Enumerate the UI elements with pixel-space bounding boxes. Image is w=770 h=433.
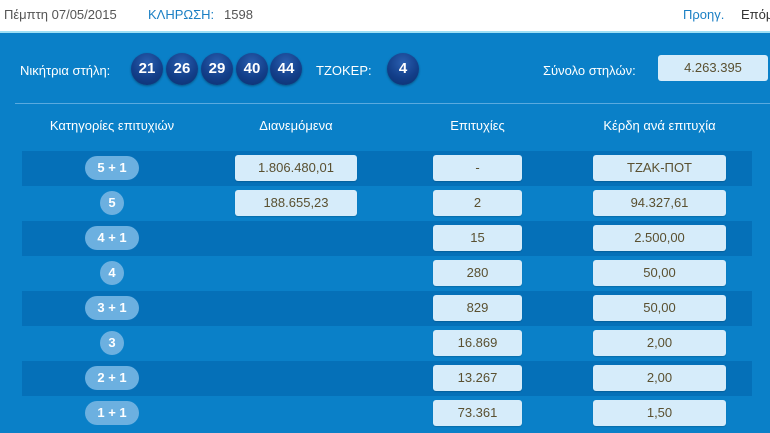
category-badge: 2 + 1 bbox=[85, 366, 139, 390]
draw-label: ΚΛΗΡΩΣΗ: bbox=[148, 7, 215, 22]
category-badge: 3 + 1 bbox=[85, 296, 139, 320]
winners-cell: 16.869 bbox=[433, 330, 522, 356]
next-draw-link[interactable]: Επόμ bbox=[741, 7, 770, 22]
distributed-cell: 188.655,23 bbox=[235, 190, 357, 216]
header-prize: Κέρδη ανά επιτυχία bbox=[603, 118, 716, 133]
category-badge: 5 + 1 bbox=[85, 156, 139, 180]
section-divider bbox=[15, 103, 770, 104]
header-distributed: Διανεμόμενα bbox=[259, 118, 333, 133]
winners-cell: 2 bbox=[433, 190, 522, 216]
category-badge: 3 bbox=[100, 331, 124, 355]
winners-cell: 15 bbox=[433, 225, 522, 251]
winning-ball: 21 bbox=[131, 53, 163, 85]
winning-ball: 29 bbox=[201, 53, 233, 85]
winners-cell: 280 bbox=[433, 260, 522, 286]
table-row: 3 + 1 829 50,00 bbox=[22, 291, 752, 326]
table-row: 5 188.655,23 2 94.327,61 bbox=[22, 186, 752, 221]
winners-cell: - bbox=[433, 155, 522, 181]
winners-cell: 13.267 bbox=[433, 365, 522, 391]
header-categories: Κατηγορίες επιτυχιών bbox=[49, 118, 175, 133]
table-header: Κατηγορίες επιτυχιών Διανεμόμενα Επιτυχί… bbox=[0, 118, 770, 138]
table-row: 5 + 1 1.806.480,01 - ΤΖΑΚ-ΠΟΤ bbox=[22, 151, 752, 186]
results-table: 5 + 1 1.806.480,01 - ΤΖΑΚ-ΠΟΤ 5 188.655,… bbox=[22, 151, 752, 431]
table-row: 3 16.869 2,00 bbox=[22, 326, 752, 361]
table-row: 4 280 50,00 bbox=[22, 256, 752, 291]
prize-cell: 2,00 bbox=[593, 365, 726, 391]
category-badge: 4 bbox=[100, 261, 124, 285]
prize-cell: 50,00 bbox=[593, 295, 726, 321]
previous-draw-link[interactable]: Προηγ. bbox=[683, 7, 725, 22]
top-bar: Πέμπτη 07/05/2015 ΚΛΗΡΩΣΗ: 1598 Προηγ. Ε… bbox=[0, 0, 770, 33]
prize-cell: 94.327,61 bbox=[593, 190, 726, 216]
winning-ball: 44 bbox=[270, 53, 302, 85]
draw-number: 1598 bbox=[224, 7, 253, 22]
draw-date: Πέμπτη 07/05/2015 bbox=[4, 7, 117, 22]
table-row: 4 + 1 15 2.500,00 bbox=[22, 221, 752, 256]
prize-cell: 2,00 bbox=[593, 330, 726, 356]
prize-cell: 2.500,00 bbox=[593, 225, 726, 251]
table-row: 1 + 1 73.361 1,50 bbox=[22, 396, 752, 431]
total-columns-label: Σύνολο στηλών: bbox=[543, 63, 636, 78]
distributed-cell: 1.806.480,01 bbox=[235, 155, 357, 181]
category-badge: 5 bbox=[100, 191, 124, 215]
category-badge: 4 + 1 bbox=[85, 226, 139, 250]
table-row: 2 + 1 13.267 2,00 bbox=[22, 361, 752, 396]
category-badge: 1 + 1 bbox=[85, 401, 139, 425]
prize-cell: 50,00 bbox=[593, 260, 726, 286]
total-columns-value: 4.263.395 bbox=[658, 55, 768, 81]
winning-ball: 26 bbox=[166, 53, 198, 85]
joker-label: ΤΖΟΚΕΡ: bbox=[316, 63, 372, 78]
winning-column-label: Νικήτρια στήλη: bbox=[20, 63, 111, 78]
winners-cell: 73.361 bbox=[433, 400, 522, 426]
joker-ball: 4 bbox=[387, 53, 419, 85]
prize-cell: ΤΖΑΚ-ΠΟΤ bbox=[593, 155, 726, 181]
winners-cell: 829 bbox=[433, 295, 522, 321]
winning-ball: 40 bbox=[236, 53, 268, 85]
prize-cell: 1,50 bbox=[593, 400, 726, 426]
header-winners: Επιτυχίες bbox=[450, 118, 505, 133]
winning-numbers-section: Νικήτρια στήλη: 21 26 29 40 44 ΤΖΟΚΕΡ: 4… bbox=[0, 33, 770, 103]
